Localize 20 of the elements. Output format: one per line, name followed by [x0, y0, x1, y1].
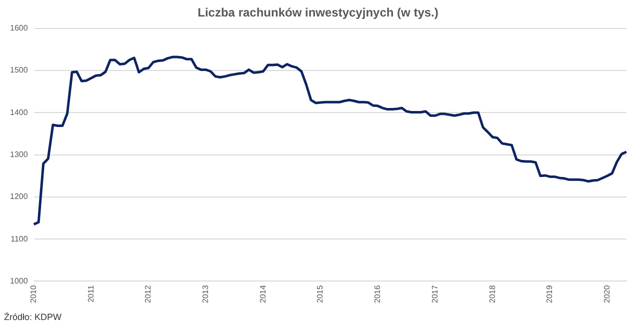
x-tick-label: 2017 [430, 284, 440, 303]
text: Źródło: KDPW [4, 312, 62, 322]
y-tick-label: 1200 [10, 192, 28, 202]
x-tick-label: 2010 [29, 284, 38, 303]
y-tick-label: 1400 [10, 108, 28, 117]
x-tick-label: 2019 [545, 284, 554, 303]
chart-title: Liczba rachunków inwestycyjnych (w tys.) [198, 6, 438, 20]
x-tick-label: 2013 [201, 284, 210, 303]
x-tick-label: 2012 [144, 284, 153, 303]
y-tick-label: 1500 [10, 66, 28, 75]
x-tick-label: 2014 [258, 284, 268, 303]
x-tick-label: 2020 [602, 284, 612, 303]
y-tick-label: 1100 [10, 234, 28, 244]
x-tick-label: 2016 [373, 284, 382, 303]
x-tick-label: 2015 [316, 284, 325, 303]
x-tick-label: 2011 [86, 284, 96, 302]
y-tick-label: 1600 [10, 24, 28, 33]
x-tick-label: 2018 [488, 284, 497, 303]
y-tick-label: 1000 [10, 276, 28, 286]
y-tick-label: 1300 [10, 150, 28, 160]
